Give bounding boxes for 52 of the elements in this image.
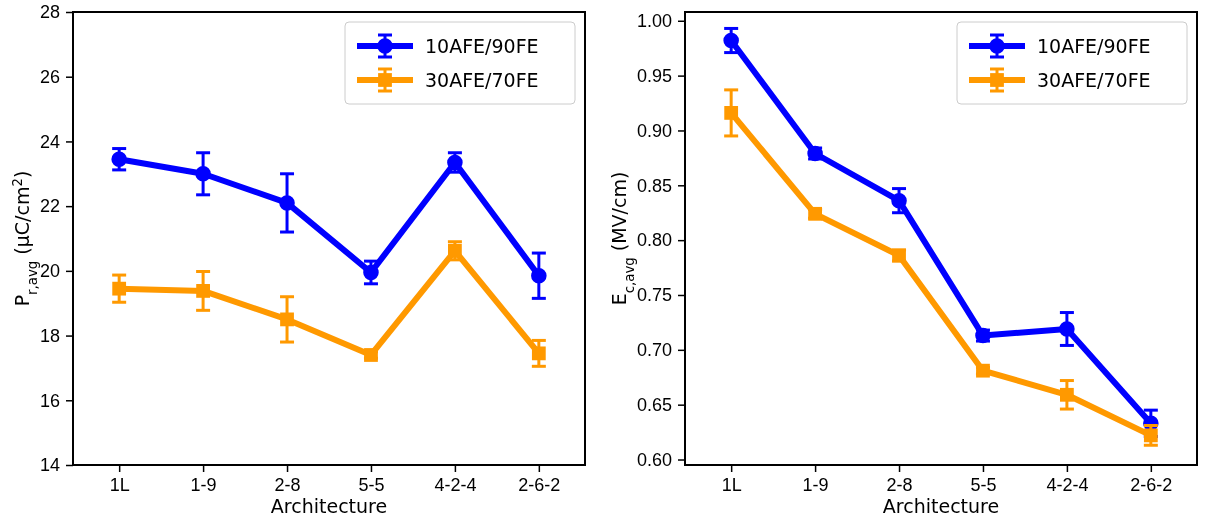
point [111,151,127,167]
y-tick-label: 0.85 [636,175,672,196]
legend-label: 30AFE/70FE [1037,69,1151,91]
point [448,243,462,258]
y-tick-label: 0.90 [636,120,672,141]
y-tick-label: 0.95 [636,65,672,86]
point [280,312,294,327]
point [723,32,739,49]
y-tick-label: 0.75 [636,285,672,306]
x-axis-title: Architecture [270,495,388,517]
point [724,106,739,120]
y-tick-label: 16 [39,390,60,411]
y-tick-label: 1.00 [636,11,672,32]
point [531,267,547,284]
y-tick-label: 26 [39,66,60,87]
y-tick-label: 0.65 [636,394,672,415]
point [196,284,210,298]
x-tick-label: 5-5 [970,474,997,495]
y-tick-label: 20 [39,261,60,282]
x-axis-title: Architecture [882,495,1000,517]
legend-label: 10AFE/90FE [425,35,539,57]
point [808,206,822,221]
y-tick-label: 22 [39,196,60,217]
point [1059,321,1075,337]
x-tick-label: 1-9 [802,474,829,495]
x-tick-label: 1L [109,474,130,495]
x-tick-label: 4-2-4 [434,474,477,495]
point [279,195,295,211]
y-tick-label: 14 [39,455,60,476]
point [1060,387,1074,402]
legend-label: 10AFE/90FE [1037,35,1151,57]
y-tick-label: 0.70 [636,340,672,361]
x-tick-label: 1-9 [190,474,217,495]
point [112,281,127,296]
point [363,264,379,281]
y-tick-label: 0.80 [636,230,672,251]
x-tick-label: 2-8 [274,474,301,495]
x-tick-label: 2-6-2 [518,474,561,495]
y-tick-label: 28 [39,2,60,23]
x-tick-label: 2-6-2 [1130,474,1173,495]
point [195,166,211,182]
y-tick-label: 24 [39,131,60,152]
x-tick-label: 4-2-4 [1046,474,1089,495]
point [891,192,907,209]
x-tick-label: 2-8 [886,474,913,495]
y-tick-label: 18 [39,325,60,346]
x-tick-label: 5-5 [358,474,385,495]
y-tick-label: 0.60 [636,449,672,470]
point [1143,428,1158,443]
x-tick-label: 1L [721,474,742,495]
legend-label: 30AFE/70FE [425,69,539,91]
point [531,346,546,361]
